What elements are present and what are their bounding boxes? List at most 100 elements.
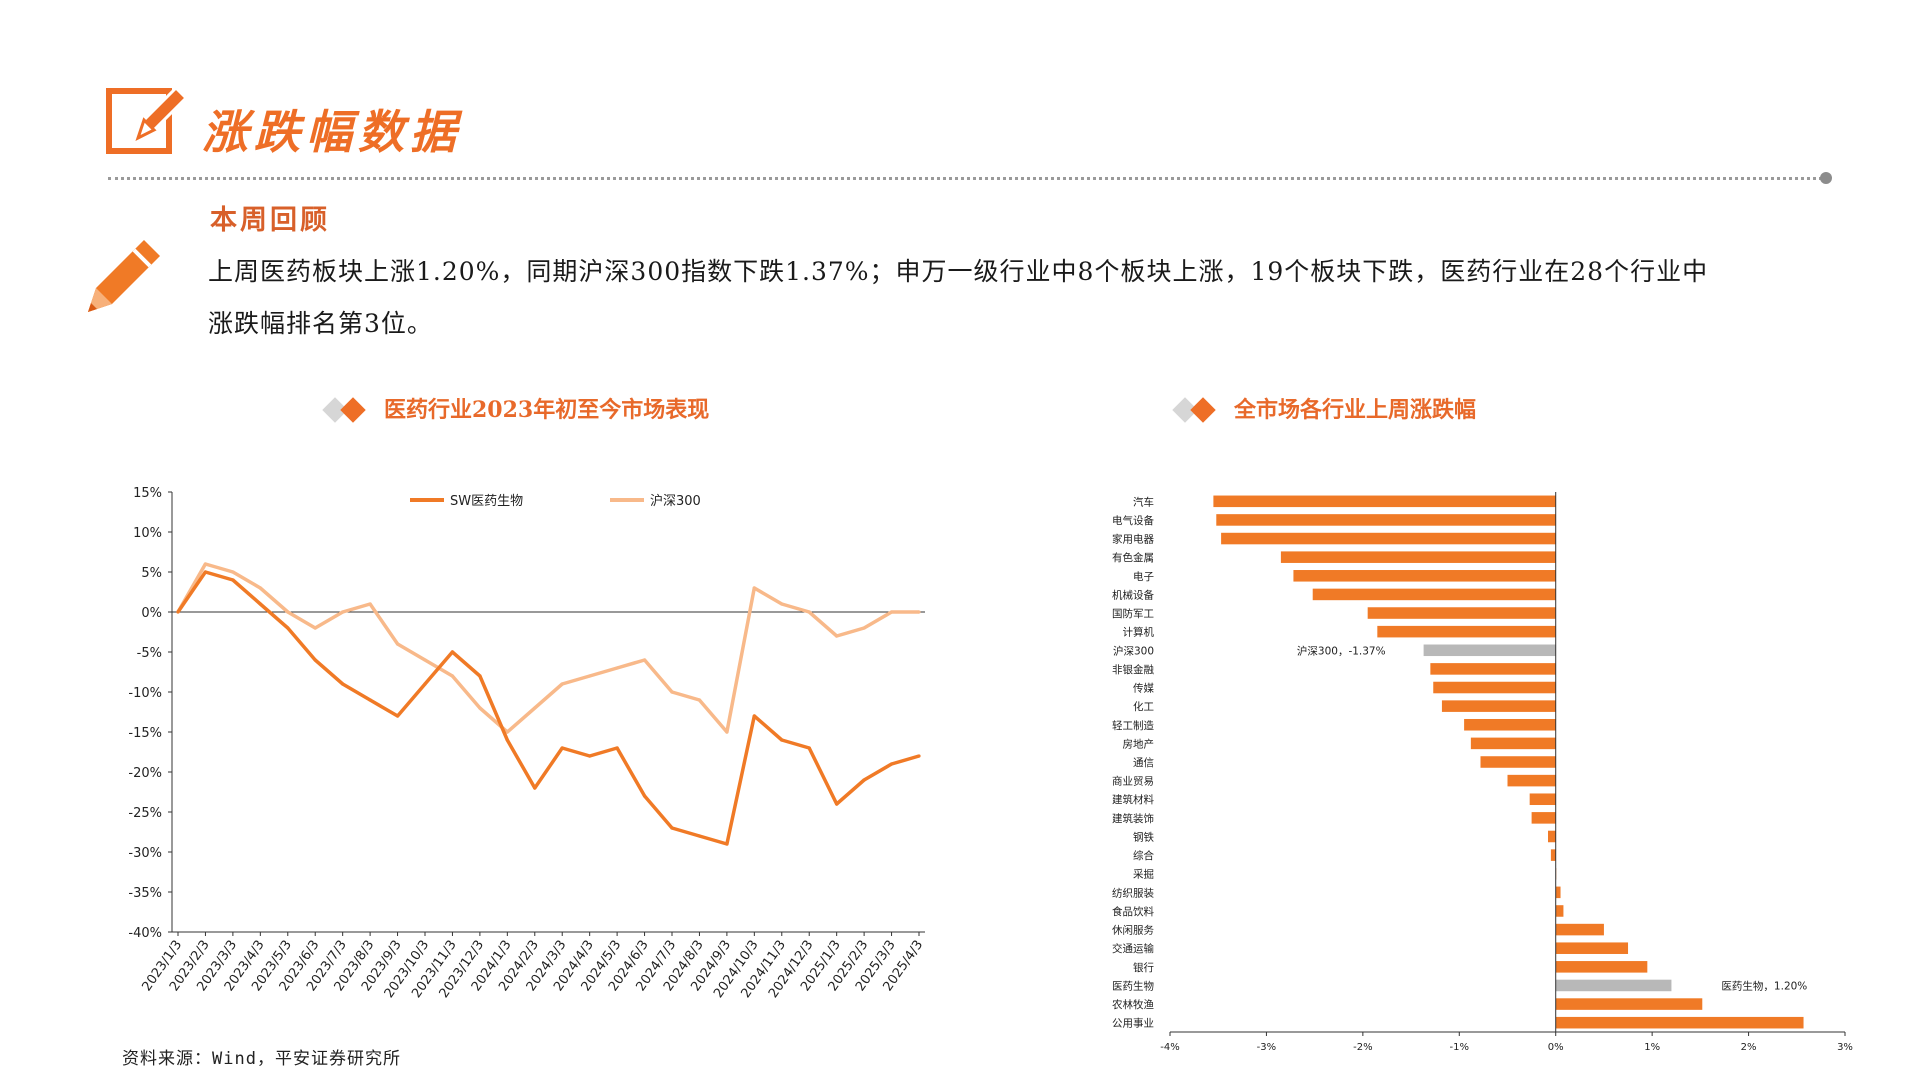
category-label: 建筑装饰: [1112, 812, 1154, 825]
bar: [1550, 849, 1556, 861]
pencil-icon: [88, 240, 160, 312]
series-point: [725, 730, 729, 734]
series-point: [450, 674, 455, 678]
series-point: [478, 674, 482, 678]
series-point: [670, 690, 674, 694]
y-tick-label: -40%: [128, 926, 162, 941]
series-point: [341, 610, 345, 614]
series-point: [889, 610, 894, 614]
y-tick-label: -25%: [128, 806, 162, 821]
category-label: 公用事业: [1112, 1017, 1154, 1030]
category-label: 休闲服务: [1112, 924, 1154, 937]
bar: [1480, 756, 1556, 768]
series-point: [423, 658, 427, 662]
category-label: 轻工制造: [1112, 719, 1154, 732]
category-label: 房地产: [1123, 737, 1155, 750]
series-point: [368, 698, 372, 702]
bar: [1507, 774, 1556, 787]
left-chart-title: 医药行业2023年初至今市场表现: [318, 392, 709, 425]
series-point: [697, 834, 702, 838]
x-tick-label: -4%: [1160, 1042, 1179, 1053]
bar: [1433, 681, 1556, 694]
bar: [1312, 588, 1556, 601]
series-point: [807, 610, 811, 614]
y-tick-label: -5%: [137, 646, 162, 661]
series-point: [560, 746, 564, 750]
series-point: [203, 570, 208, 574]
legend-label: SW医药生物: [450, 494, 523, 509]
series-point: [286, 626, 290, 630]
series-point: [505, 730, 509, 734]
series-point: [533, 706, 537, 710]
bar: [1430, 663, 1556, 675]
series-point: [533, 786, 537, 790]
y-tick-label: 10%: [133, 526, 162, 541]
category-label: 农林牧渔: [1112, 998, 1154, 1011]
y-tick-label: 15%: [133, 486, 162, 501]
bar: [1464, 718, 1556, 731]
bar: [1555, 961, 1648, 973]
category-label: 商业贸易: [1112, 775, 1154, 788]
x-tick-label: -2%: [1353, 1042, 1372, 1053]
category-label: 有色金属: [1112, 551, 1154, 564]
category-label: 电气设备: [1112, 514, 1154, 527]
category-label: 汽车: [1133, 495, 1154, 508]
category-label: 国防军工: [1112, 607, 1154, 620]
series-point: [395, 714, 400, 718]
category-label: 食品饮料: [1112, 905, 1154, 918]
series-point: [615, 666, 619, 670]
x-tick-label: -1%: [1450, 1042, 1469, 1053]
y-tick-label: -30%: [128, 846, 162, 861]
y-tick-label: -15%: [128, 726, 162, 741]
bar: [1216, 514, 1556, 526]
category-label: 化工: [1133, 700, 1154, 713]
series-point: [560, 682, 564, 686]
series-point: [835, 634, 839, 638]
category-label: 纺织服装: [1112, 886, 1154, 899]
pencil-square-icon: [135, 85, 189, 141]
source-note: 资料来源：Wind，平安证券研究所: [122, 1049, 401, 1069]
bar: [1555, 923, 1604, 936]
series-point: [862, 626, 866, 630]
series-point: [670, 826, 674, 830]
x-tick-label: 1%: [1644, 1042, 1660, 1053]
series-point: [588, 674, 592, 678]
series-point: [588, 754, 592, 758]
series-point: [368, 602, 372, 606]
series-line-csi300: [176, 562, 919, 734]
divider: [108, 177, 1828, 180]
diamond-icon: [322, 397, 366, 423]
series-point: [642, 794, 647, 798]
bar: [1555, 1016, 1804, 1029]
bar: [1548, 830, 1556, 843]
series-point: [780, 602, 784, 606]
series-point: [780, 738, 784, 742]
bar: [1555, 905, 1564, 917]
category-label: 建筑材料: [1112, 793, 1154, 806]
bar: [1555, 886, 1561, 899]
category-label: 沪深300: [1113, 644, 1154, 657]
series-point: [258, 602, 262, 606]
category-label: 银行: [1133, 961, 1155, 974]
line-chart: 15% 10% 5% 0% -5% -10% -15% -20% -25% -30% -35% -40…: [128, 486, 926, 1001]
review-line-2: 涨跌幅排名第3位。: [208, 309, 433, 338]
page-title: 涨跌幅数据: [202, 105, 462, 159]
x-tick-label: 0%: [1548, 1042, 1564, 1053]
category-label: 交通运输: [1112, 942, 1154, 955]
series-point: [807, 746, 811, 750]
category-label: 钢铁: [1133, 830, 1155, 843]
diamond-icon: [1172, 397, 1216, 423]
series-point: [917, 610, 921, 614]
series-point: [725, 842, 729, 846]
y-tick-label: -10%: [128, 686, 162, 701]
bar: [1293, 570, 1556, 582]
category-label: 通信: [1133, 757, 1154, 769]
review-line-1: 上周医药板块上涨1.20%，同期沪深300指数下跌1.37%；申万一级行业中8个…: [208, 257, 1709, 286]
y-tick-label: 5%: [141, 566, 162, 581]
bar: [1280, 551, 1556, 563]
category-label: 机械设备: [1112, 588, 1154, 601]
divider-dot: [1820, 172, 1832, 184]
category-label: 综合: [1133, 849, 1155, 862]
bar: [1531, 812, 1556, 824]
y-tick-label: 0%: [141, 606, 162, 621]
